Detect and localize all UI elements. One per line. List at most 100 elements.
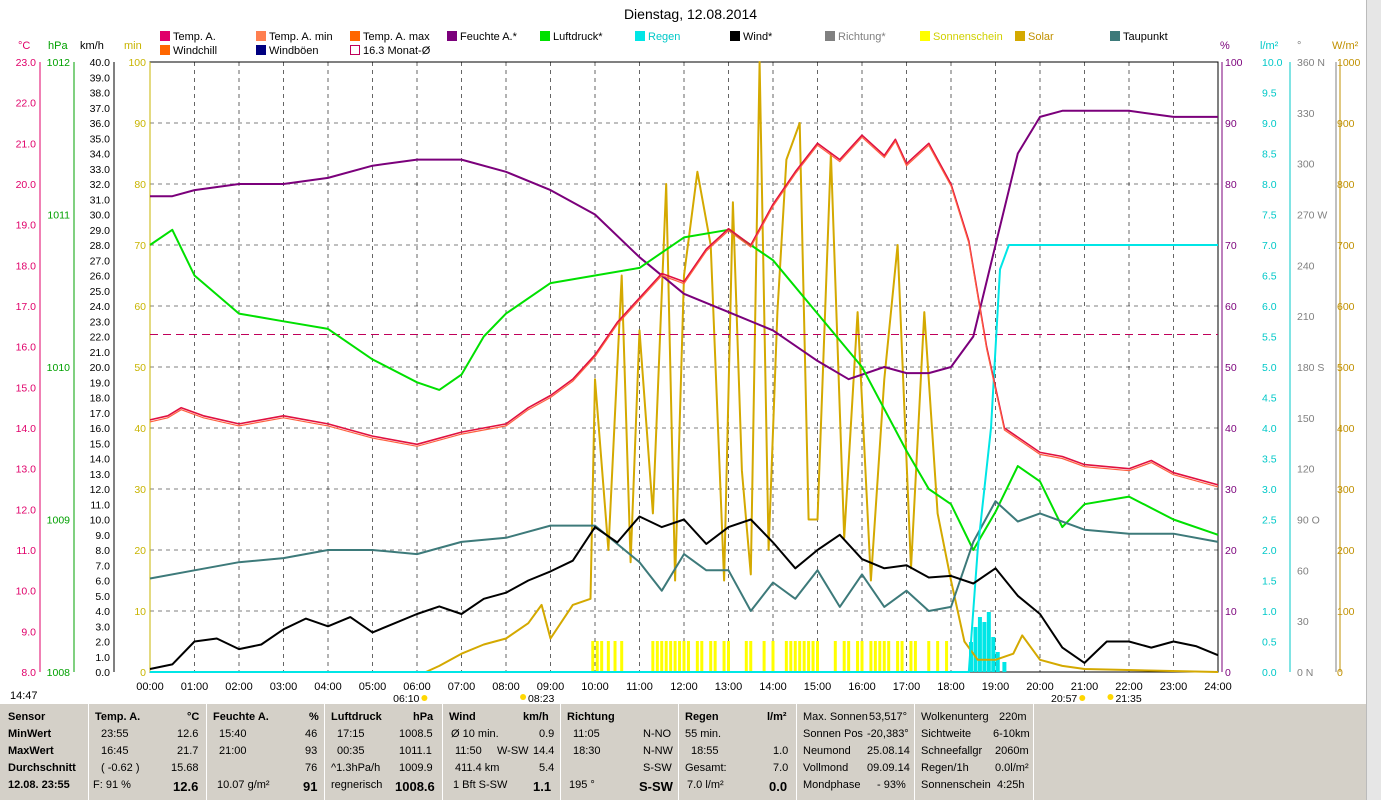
pres-header: Luftdruck [331,711,382,723]
pres-current-value: 1008.6 [395,779,435,794]
x-tick-label: 05:00 [359,681,387,693]
lm2-tick-label: 3.0 [1262,484,1277,496]
lm2-tick-label: 1.0 [1262,606,1277,618]
temp-current-value: 12.6 [173,779,199,794]
legend-dewpoint: Taupunkt [1110,31,1168,43]
min-tick-label: 10 [134,606,146,618]
wind-current-value: 1.1 [533,779,552,794]
sunshine-bar [847,641,851,671]
kmh-tick-label: 17.0 [90,408,111,420]
moonphase-value: - 93% [877,779,906,791]
sun-event-marker [421,695,428,701]
wm2-tick-label: 600 [1337,301,1355,313]
legend-solar: Solar [1015,31,1054,43]
legend-month-avg: 16.3 Monat-Ø [350,45,430,57]
min-tick-label: 0 [140,667,146,679]
sunshine-bar [945,641,949,671]
kmh-tick-label: 0.0 [95,667,110,679]
x-tick-label: 04:00 [314,681,342,693]
rain-bar [982,622,987,672]
sunshine-bar [900,641,904,671]
min-row-label: MinWert [8,728,52,740]
kmh-tick-label: 40.0 [90,57,111,69]
lm2-tick-label: 5.0 [1262,362,1277,374]
hpa-tick-label: 1011 [47,210,70,222]
direction-column: Richtung 11:05 N-NO 18:30 N-NW S-SW 195 … [560,704,679,800]
sun-max-value: 53,517° [869,711,908,723]
pres-trend: ^1.3hPa/h [331,762,381,774]
sunshine-bar [811,641,815,671]
sunshine-bar [771,641,775,671]
current-stamp: 12.08. 23:55 [8,779,70,791]
temp-tick-label: 14.0 [16,423,37,435]
kmh-tick-label: 26.0 [90,271,111,283]
sunshine-bar [591,641,595,671]
kmh-tick-label: 31.0 [90,194,111,206]
sunshine-bar [606,641,610,671]
sunshine-bar [927,641,931,671]
x-tick-label: 08:00 [492,681,520,693]
x-tick-label: 02:00 [225,681,253,693]
hum-avg-value: 76 [305,762,318,774]
kmh-tick-label: 37.0 [90,103,111,115]
kmh-tick-label: 11.0 [90,499,110,511]
sun-pos-label: Sonnen Pos [803,728,863,740]
pct-tick-label: 30 [1225,484,1237,496]
sunshine-bar [833,641,837,671]
lm2-tick-label: 4.5 [1262,393,1277,405]
pressure-column: Luftdruck hPa 17:15 1008.5 00:35 1011.1 … [324,704,443,800]
rain-duration: 55 min. [685,728,722,740]
min-tick-label: 70 [134,240,146,252]
humidity-column: Feuchte A. % 15:40 46 21:00 93 76 10.07 … [206,704,325,800]
temp-unit: °C [187,711,200,723]
weather-chart: 00:00 01:00 02:00 03:00 04:00 05:00 06:00 07:00… [16,57,1361,704]
sunshine-bar [789,641,793,671]
dir-min-time: 11:05 [573,728,600,740]
hum-current-value: 91 [303,779,318,794]
sunshine-bar [896,641,900,671]
legend-gusts: Windböen [256,45,319,57]
pct-tick-label: 100 [1225,57,1243,69]
dir-min-value: N-NO [643,728,672,740]
visibility-value: 6-10km [993,728,1030,740]
newmoon-value: 25.08.14 [867,745,910,757]
kmh-tick-label: 22.0 [90,332,111,344]
hpa-tick-label: 1009 [47,515,71,527]
lm2-tick-label: 1.5 [1262,576,1277,588]
temp-tick-label: 15.0 [16,382,37,394]
legend-temp-min: Temp. A. min [256,31,333,43]
sun-event-marker [520,694,527,700]
kmh-tick-label: 6.0 [95,576,110,588]
deg-tick-label: 30 [1297,616,1309,628]
x-tick-label: 18:00 [937,681,965,693]
kmh-tick-label: 24.0 [90,301,111,313]
wm2-tick-label: 0 [1337,667,1343,679]
unit-hpa: hPa [48,40,68,52]
sun-event-label: 21:35 [1115,693,1141,704]
min-tick-label: 50 [134,362,146,374]
kmh-tick-label: 14.0 [90,454,111,466]
temp-tick-label: 20.0 [16,179,37,191]
min-tick-label: 90 [134,118,146,130]
rain-bar [969,642,974,672]
pct-tick-label: 50 [1225,362,1237,374]
pres-max-value: 1011.1 [399,745,432,757]
sunshine-bar [655,641,659,671]
sunshine-bar [595,641,599,671]
sunshine-bar [869,641,873,671]
pct-tick-label: 10 [1225,606,1237,618]
min-tick-label: 80 [134,179,146,191]
vertical-scrollbar[interactable] [1366,0,1381,800]
temp-tick-label: 12.0 [16,504,37,516]
pct-tick-label: 20 [1225,545,1237,557]
dir-header: Richtung [567,711,615,723]
min-tick-label: 60 [134,301,146,313]
sunshine-bar [909,641,913,671]
wm2-tick-label: 800 [1337,179,1355,191]
pres-avg-value: 1009.9 [399,762,433,774]
x-tick-label: 10:00 [581,681,609,693]
cloudbase-label: Wolkenunterg [921,711,989,723]
lm2-tick-label: 0.0 [1262,667,1277,679]
x-tick-label: 14:00 [759,681,787,693]
lm2-tick-label: 6.5 [1262,271,1277,283]
